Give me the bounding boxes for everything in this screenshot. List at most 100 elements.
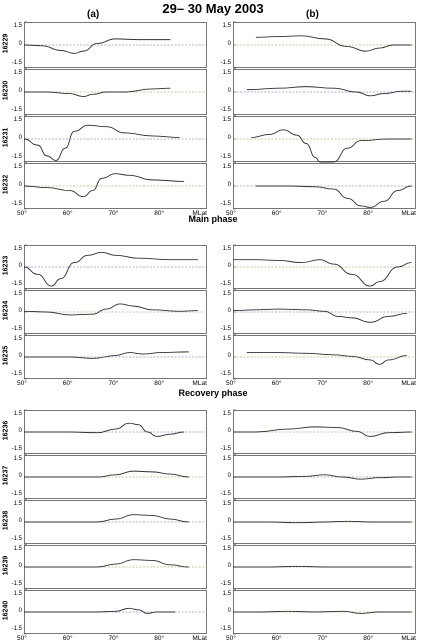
y-tick-label: 1.5 xyxy=(222,117,231,123)
series-line-16236-a xyxy=(23,422,185,437)
series-line-16239-a xyxy=(23,559,189,568)
series-line-16239-b xyxy=(232,565,412,568)
panel-16237-b xyxy=(232,454,416,500)
y-tick-label: 0 xyxy=(227,428,231,434)
y-tick-label: 0 xyxy=(18,563,22,569)
y-tick-label: -1.5 xyxy=(220,281,231,287)
panel-16239-b xyxy=(232,544,416,590)
y-tick-label: -1.5 xyxy=(11,326,22,332)
series-line-16240-a xyxy=(23,607,175,614)
y-tick-label: -1.5 xyxy=(220,154,231,160)
y-tick-label: 0 xyxy=(227,353,231,359)
x-tick-label: 80° xyxy=(363,380,374,387)
y-tick-label: -1.5 xyxy=(11,154,22,160)
y-tick-label: -1.5 xyxy=(220,446,231,452)
series-line-16240-b xyxy=(232,610,412,614)
y-tick-label: -1.5 xyxy=(11,60,22,66)
series-line-16238-b xyxy=(232,520,412,524)
series-line-16229-a xyxy=(23,38,171,54)
y-tick-label: 1.5 xyxy=(13,456,22,462)
x-tick-label: 50° xyxy=(17,380,27,387)
y-tick-label: 0 xyxy=(18,88,22,94)
y-tick-label: 0 xyxy=(227,608,231,614)
x-tick-label: 60° xyxy=(271,380,282,387)
x-tick-label: MLat xyxy=(192,635,207,642)
panel-16229-b xyxy=(233,21,416,69)
x-tick-label: 70° xyxy=(317,210,328,217)
panel-16238-b xyxy=(232,499,416,545)
series-line-16230-b xyxy=(246,86,412,97)
series-line-16233-a xyxy=(23,251,198,287)
series-line-16236-b xyxy=(232,426,412,437)
y-tick-label: 1.5 xyxy=(13,117,22,123)
y-tick-label: 0 xyxy=(18,473,22,479)
panel-16236-b xyxy=(232,409,416,455)
series-line-16233-b xyxy=(232,259,412,287)
y-tick-label: -1.5 xyxy=(11,626,22,632)
y-tick-label: -1.5 xyxy=(11,107,22,113)
series-line-16235-a xyxy=(23,351,189,359)
series-line-16234-a xyxy=(23,303,198,316)
phase-label-main: Main phase xyxy=(188,214,238,224)
y-tick-label: 1.5 xyxy=(222,546,231,552)
y-tick-label: 0 xyxy=(227,563,231,569)
y-tick-label: 1.5 xyxy=(13,70,22,76)
y-tick-label: -1.5 xyxy=(11,201,22,207)
series-line-16235-b xyxy=(246,352,407,365)
y-tick-label: 0 xyxy=(227,473,231,479)
panel-16232-a xyxy=(23,162,207,210)
y-tick-label: -1.5 xyxy=(11,581,22,587)
y-tick-label: 0 xyxy=(227,308,231,314)
x-tick-label: 50° xyxy=(226,380,236,387)
panel-16231-a xyxy=(23,115,207,163)
panel-16230-a xyxy=(24,68,207,116)
y-tick-label: 0 xyxy=(227,263,231,269)
y-tick-label: 1.5 xyxy=(13,501,22,507)
x-tick-label: 70° xyxy=(317,635,328,642)
series-line-16232-a xyxy=(23,173,185,198)
panel-16239-a xyxy=(23,544,207,590)
x-tick-label: 70° xyxy=(108,210,119,217)
panel-16238-a xyxy=(23,499,207,545)
series-line-16230-a xyxy=(24,87,171,98)
series-line-16237-b xyxy=(232,474,412,480)
panel-16231-b xyxy=(233,115,416,163)
panel-16236-a xyxy=(23,409,207,455)
y-tick-label: 1.5 xyxy=(222,411,231,417)
panel-16237-a xyxy=(23,454,207,500)
y-tick-label: 1.5 xyxy=(222,591,231,597)
x-tick-label: 60° xyxy=(62,635,73,642)
panel-16233-a xyxy=(23,244,207,290)
y-tick-label: 1.5 xyxy=(13,336,22,342)
y-tick-label: 1.5 xyxy=(13,291,22,297)
panel-16234-a xyxy=(23,289,207,335)
panel-16234-b xyxy=(232,289,416,335)
y-tick-label: 0 xyxy=(18,41,22,47)
y-tick-label: -1.5 xyxy=(220,326,231,332)
y-tick-label: 0 xyxy=(18,428,22,434)
y-tick-label: -1.5 xyxy=(220,626,231,632)
y-tick-label: 1.5 xyxy=(222,70,231,76)
y-tick-label: 0 xyxy=(18,518,22,524)
y-tick-label: -1.5 xyxy=(220,491,231,497)
x-tick-label: 80° xyxy=(363,635,374,642)
y-tick-label: 1.5 xyxy=(222,291,231,297)
y-tick-label: 0 xyxy=(227,135,231,141)
x-tick-label: 60° xyxy=(62,210,73,217)
panel-16240-a xyxy=(23,589,207,635)
y-tick-label: -1.5 xyxy=(11,281,22,287)
y-tick-label: 0 xyxy=(18,182,22,188)
series-line-16231-b xyxy=(251,129,412,163)
series-line-16237-a xyxy=(23,470,189,478)
y-tick-label: 0 xyxy=(18,135,22,141)
y-tick-label: 1.5 xyxy=(222,164,231,170)
x-tick-label: 50° xyxy=(226,210,236,217)
y-tick-label: 1.5 xyxy=(222,336,231,342)
x-tick-label: MLat xyxy=(401,635,416,642)
phase-label-recovery: Recovery phase xyxy=(178,388,248,398)
y-tick-label: -1.5 xyxy=(11,446,22,452)
x-tick-label: 70° xyxy=(108,635,119,642)
y-tick-label: 1.5 xyxy=(13,246,22,252)
x-tick-label: 60° xyxy=(271,635,282,642)
y-tick-label: 0 xyxy=(18,263,22,269)
